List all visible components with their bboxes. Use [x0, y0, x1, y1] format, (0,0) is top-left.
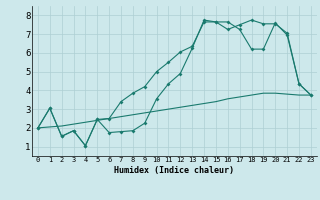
X-axis label: Humidex (Indice chaleur): Humidex (Indice chaleur)	[115, 166, 234, 175]
